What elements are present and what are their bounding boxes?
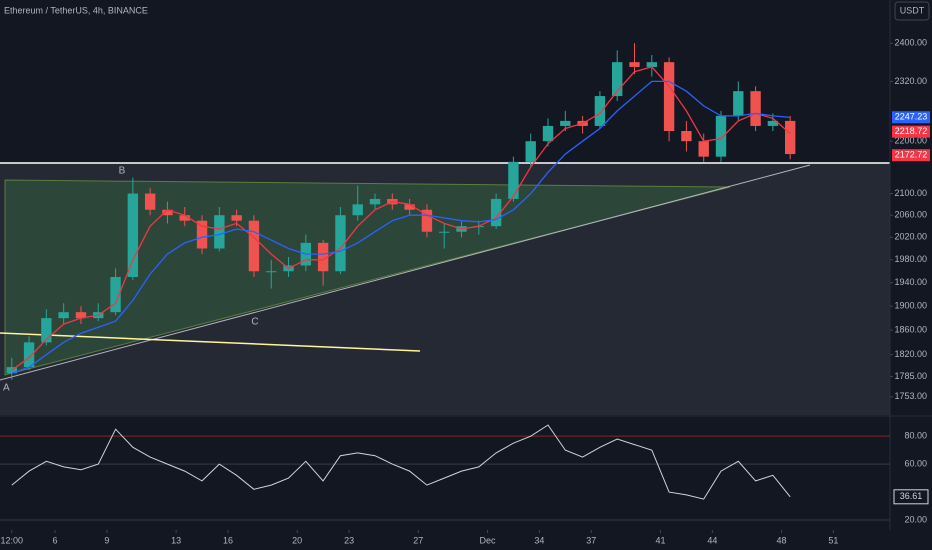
y-tick-label: 2020.00 [894,232,927,242]
candle-body [58,312,69,319]
x-tick-label: 48 [777,535,787,545]
candle-body [542,125,554,142]
currency: USDT [900,5,925,15]
rsi-line [11,424,791,500]
candle-body [681,131,692,142]
candle-body [266,271,277,273]
candle-body [750,91,761,126]
candle-body [612,62,623,97]
candle-body [127,193,139,277]
annotation: B [119,166,126,177]
rsi-tick-label: 60.00 [904,458,927,468]
currency-box[interactable] [894,1,930,21]
x-tick-label: 34 [534,535,544,545]
triangle-pattern [4,179,731,376]
price-label-box [892,149,930,162]
price-label-box [892,111,930,124]
price-label: 2247.23 [895,112,928,122]
x-tick-label: 23 [344,535,354,545]
rsi-label-box [893,489,929,505]
candle-body [248,220,260,272]
candle-body [733,91,744,116]
x-tick-label: 13 [171,535,181,545]
x-tick-label: 27 [413,535,423,545]
rsi-tick-label: 20.00 [904,514,927,524]
x-tick-label: 41 [655,535,665,545]
rsi-tick-label: 80.00 [904,431,927,441]
price-label: 2218.72 [895,126,928,136]
candle-body [214,215,225,249]
moving-average [11,66,791,371]
candle-body [144,193,156,210]
candle-body [335,215,346,272]
candle-body [663,62,675,132]
y-tick-label: 1820.00 [894,349,927,359]
y-tick-label: 2200.00 [894,136,927,146]
candle-body [508,161,519,199]
annotation: A [3,383,10,394]
y-tick-label: 1900.00 [894,301,927,311]
x-tick-label: Dec [479,535,496,545]
candle-body [110,276,121,313]
candle-body [646,62,657,67]
x-tick-label: 6 [53,535,58,545]
y-tick-label: 1785.00 [894,371,927,381]
candle-body [421,209,433,232]
y-tick-label: 1860.00 [894,325,927,335]
candle-body [41,318,52,343]
x-tick-label: 12:00 [0,535,23,545]
candle-body [715,115,727,157]
y-tick-label: 2320.00 [894,76,927,86]
candle-body [404,204,415,210]
candle-body [75,312,87,319]
y-tick-label: 1753.00 [894,391,927,401]
candle-body [698,141,709,157]
y-tick-label: 2060.00 [894,210,927,220]
y-tick-label: 1980.00 [894,254,927,264]
candle-body [490,198,502,227]
candle-body [196,220,208,249]
x-tick-label: 44 [707,535,717,545]
rsi-label: 36.61 [900,491,923,501]
candle-body [231,215,242,221]
x-tick-label: 16 [223,535,233,545]
candle-body [23,342,35,368]
candle-body [767,120,779,126]
title: Ethereum / TetherUS, 4h, BINANCE [4,5,148,15]
candle-body [525,141,536,162]
annotation: C [251,317,258,328]
y-tick-label: 2400.00 [894,38,927,48]
candle-body [369,198,381,205]
price-label-box [892,125,930,138]
x-tick-label: 9 [104,535,109,545]
y-tick-label: 1940.00 [894,277,927,287]
trend-line [0,332,421,352]
candle-body [629,62,640,67]
moving-average [11,80,791,375]
candle-body [317,242,329,272]
price-label: 2172.72 [895,150,928,160]
x-tick-label: 37 [586,535,596,545]
candle-body [6,367,17,374]
candle-body [784,120,796,155]
candle-body [179,215,190,221]
x-tick-label: 20 [292,535,302,545]
candle-body [560,120,571,126]
candle-body [439,231,450,233]
candle-body [352,204,363,216]
y-tick-label: 2100.00 [894,188,927,198]
candle-body [594,96,606,126]
candle-body [162,209,173,216]
x-tick-label: 51 [828,535,838,545]
trend-line [0,164,811,381]
